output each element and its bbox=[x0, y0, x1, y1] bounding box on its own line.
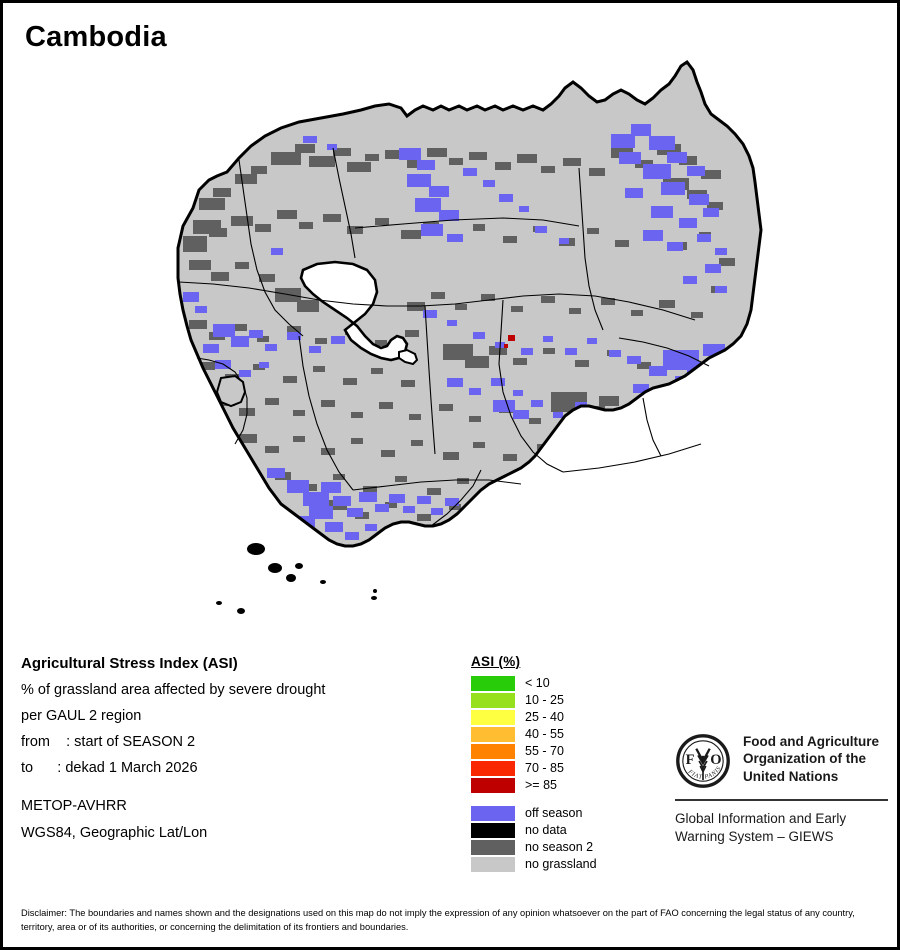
legend-label: 25 - 40 bbox=[525, 710, 564, 725]
legend-swatch bbox=[471, 857, 515, 872]
giews-line2: Warning System – GIEWS bbox=[675, 828, 834, 844]
legend-item-asi-4[interactable]: 55 - 70 bbox=[471, 743, 597, 760]
fao-org-name: Food and Agriculture Organization of the… bbox=[743, 733, 879, 785]
legend-label: no season 2 bbox=[525, 840, 594, 855]
legend-swatch bbox=[471, 710, 515, 725]
legend-swatch bbox=[471, 778, 515, 793]
cambodia-choropleth-map[interactable] bbox=[3, 48, 897, 628]
legend-label: 70 - 85 bbox=[525, 761, 564, 776]
country-land-fill bbox=[178, 62, 761, 546]
legend-item-asi-2[interactable]: 25 - 40 bbox=[471, 709, 597, 726]
asi-hotspot-patches bbox=[504, 335, 515, 348]
legend-swatch bbox=[471, 806, 515, 821]
legend-item-no-grassland[interactable]: no grassland bbox=[471, 856, 597, 873]
legend-spacer bbox=[471, 794, 597, 805]
legend-swatch bbox=[471, 727, 515, 742]
legend-label: 10 - 25 bbox=[525, 693, 564, 708]
legend-swatch bbox=[471, 823, 515, 838]
page-title: Cambodia bbox=[25, 21, 167, 53]
info-heading: Agricultural Stress Index (ASI) bbox=[21, 655, 238, 672]
info-region-unit: per GAUL 2 region bbox=[21, 708, 142, 724]
legend-label: no data bbox=[525, 823, 567, 838]
coastal-islands bbox=[216, 543, 377, 614]
legend-label: no grassland bbox=[525, 857, 597, 872]
svg-text:O: O bbox=[710, 752, 721, 768]
map-info-block: Agricultural Stress Index (ASI) % of gra… bbox=[21, 655, 325, 852]
legend-swatch bbox=[471, 693, 515, 708]
info-projection: WGS84, Geographic Lat/Lon bbox=[21, 825, 208, 841]
map-legend: ASI (%) < 10 10 - 25 25 - 40 40 - 55 55 … bbox=[471, 654, 597, 873]
legend-title: ASI (%) bbox=[471, 654, 521, 669]
koh-kong-island bbox=[215, 374, 247, 408]
legend-item-asi-1[interactable]: 10 - 25 bbox=[471, 692, 597, 709]
legend-item-off-season[interactable]: off season bbox=[471, 805, 597, 822]
info-subtitle: % of grassland area affected by severe d… bbox=[21, 682, 326, 698]
legend-label: >= 85 bbox=[525, 778, 557, 793]
fao-logo-icon: F O FIAT PANIS bbox=[676, 734, 730, 788]
legend-swatch bbox=[471, 744, 515, 759]
fao-divider bbox=[675, 799, 888, 801]
legend-swatch bbox=[471, 840, 515, 855]
legend-item-asi-0[interactable]: < 10 bbox=[471, 675, 597, 692]
legend-item-asi-3[interactable]: 40 - 55 bbox=[471, 726, 597, 743]
giews-name: Global Information and Early Warning Sys… bbox=[675, 810, 890, 845]
legend-item-asi-6[interactable]: >= 85 bbox=[471, 777, 597, 794]
giews-line1: Global Information and Early bbox=[675, 811, 847, 826]
legend-item-no-season2[interactable]: no season 2 bbox=[471, 839, 597, 856]
legend-label: 40 - 55 bbox=[525, 727, 564, 742]
fao-org-line1: Food and Agriculture bbox=[743, 734, 879, 749]
national-border bbox=[176, 59, 763, 548]
fao-branding: F O FIAT PANIS Food and Agriculture Orga… bbox=[675, 733, 890, 845]
info-period-from: from : start of SEASON 2 bbox=[21, 734, 196, 750]
fao-org-line3: United Nations bbox=[743, 768, 839, 784]
fao-org-line2: Organization of the bbox=[743, 751, 866, 767]
map-canvas[interactable] bbox=[3, 48, 897, 628]
tonle-sap-outflow bbox=[398, 348, 419, 366]
disclaimer-text: Disclaimer: The boundaries and names sho… bbox=[21, 908, 855, 933]
legend-item-no-data[interactable]: no data bbox=[471, 822, 597, 839]
legend-label: off season bbox=[525, 806, 583, 821]
info-sensor: METOP-AVHRR bbox=[21, 798, 127, 814]
legend-label: 55 - 70 bbox=[525, 744, 564, 759]
legend-swatch bbox=[471, 761, 515, 776]
svg-text:F: F bbox=[686, 752, 695, 768]
info-period-to: to : dekad 1 March 2026 bbox=[21, 760, 198, 776]
legend-item-asi-5[interactable]: 70 - 85 bbox=[471, 760, 597, 777]
legend-swatch bbox=[471, 676, 515, 691]
legend-label: < 10 bbox=[525, 676, 550, 691]
